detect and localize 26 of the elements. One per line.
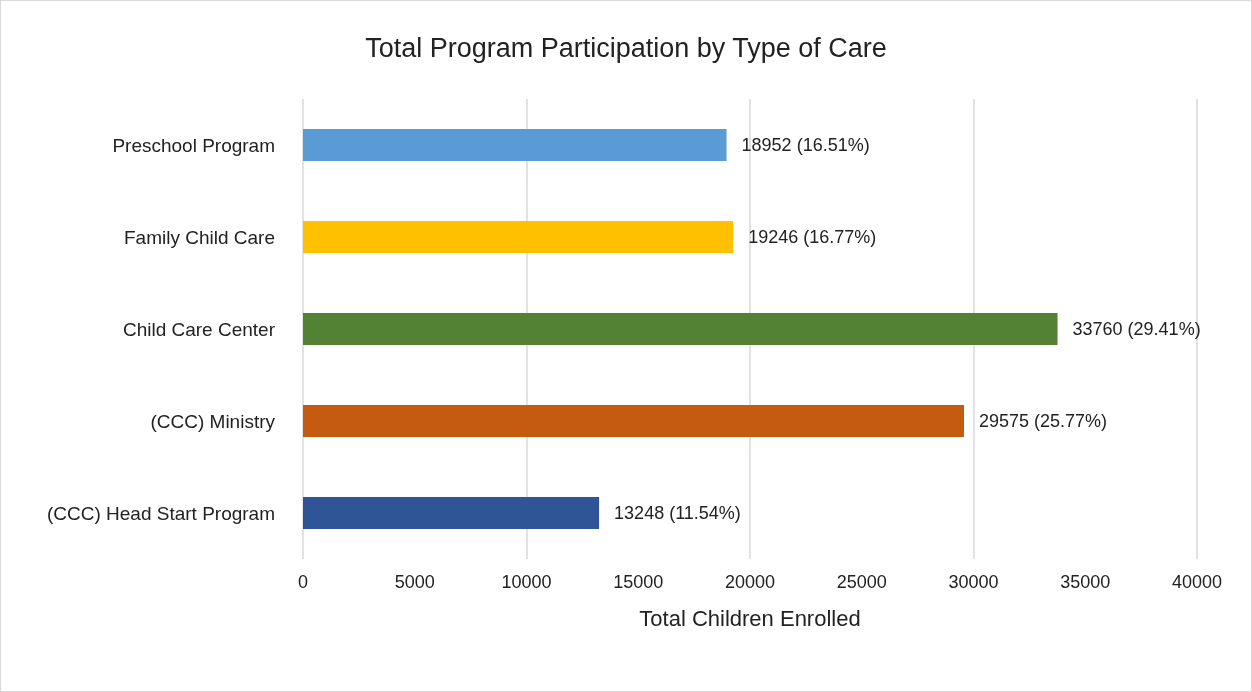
data-label: 19246 (16.77%) [748,227,877,247]
x-tick-label: 30000 [948,572,999,592]
x-tick-label: 20000 [724,572,776,592]
x-tick-label: 15000 [613,572,664,592]
x-tick-label: 10000 [501,572,552,592]
data-label: 33760 (29.41%) [1072,319,1201,339]
y-tick-label: (CCC) Ministry [150,410,276,432]
y-tick-label: Family Child Care [124,226,275,248]
x-tick-label: 0 [297,572,309,592]
bar [303,220,734,254]
x-tick-label: 40000 [1171,572,1223,592]
data-label: 13248 (11.54%) [614,503,741,523]
x-tick-label: 35000 [1060,572,1111,592]
bar [303,496,600,530]
bar [303,404,964,438]
data-label: 18952 (16.51%) [741,135,870,155]
x-tick-label: 25000 [836,572,887,592]
y-tick-label: Child Care Center [122,318,276,340]
bar [303,128,727,162]
bar [303,312,1058,346]
x-axis-title: Total Children Enrolled [639,605,861,631]
data-label: 29575 (25.77%) [979,411,1108,431]
y-tick-label: (CCC) Head Start Program [46,502,275,524]
x-tick-label: 5000 [394,572,435,592]
chart-title: Total Program Participation by Type of Care [365,32,887,63]
y-tick-label: Preschool Program [112,134,275,156]
